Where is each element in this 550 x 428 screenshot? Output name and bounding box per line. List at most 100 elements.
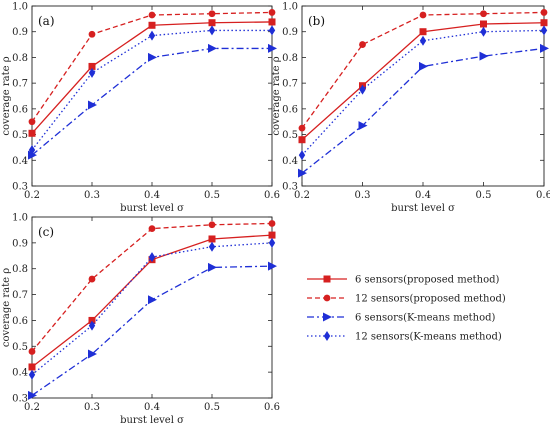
x-tick-label: 0.5 bbox=[204, 402, 220, 413]
data-point bbox=[88, 320, 96, 331]
data-point bbox=[419, 35, 427, 46]
series-4 bbox=[28, 25, 276, 155]
y-tick-label: 0.6 bbox=[12, 316, 28, 327]
data-point bbox=[268, 261, 277, 271]
data-point bbox=[148, 225, 156, 233]
legend-marker bbox=[323, 275, 331, 283]
x-tick-label: 0.6 bbox=[536, 190, 550, 201]
data-point bbox=[148, 30, 156, 41]
data-point bbox=[88, 67, 96, 78]
series-line bbox=[31, 29, 272, 151]
series-4 bbox=[28, 237, 276, 380]
data-point bbox=[88, 349, 97, 359]
legend-entry: 6 sensors(K-means method) bbox=[307, 312, 496, 324]
data-point bbox=[268, 43, 277, 53]
y-tick-label: 0.9 bbox=[12, 238, 28, 249]
data-point bbox=[298, 150, 306, 161]
data-point bbox=[208, 10, 216, 18]
y-tick-label: 0.4 bbox=[282, 156, 298, 167]
data-point bbox=[88, 100, 97, 110]
legend-marker bbox=[323, 294, 331, 302]
data-point bbox=[208, 25, 216, 36]
data-point bbox=[298, 136, 306, 144]
data-point bbox=[359, 84, 366, 95]
y-axis-label: coverage rate ρ bbox=[271, 56, 282, 135]
legend-entry: 12 sensors(K-means method) bbox=[307, 331, 502, 343]
y-tick-label: 0.6 bbox=[12, 104, 28, 115]
series-2 bbox=[298, 9, 548, 132]
data-point bbox=[540, 9, 548, 16]
data-point bbox=[28, 145, 36, 155]
panel-label: (b) bbox=[308, 14, 325, 28]
data-point bbox=[28, 118, 36, 126]
data-point bbox=[268, 25, 276, 36]
data-point bbox=[28, 129, 36, 137]
x-tick-label: 0.4 bbox=[144, 402, 160, 413]
y-tick-label: 0.3 bbox=[12, 394, 28, 405]
x-tick-label: 0.6 bbox=[264, 190, 280, 201]
legend-label: 12 sensors(proposed method) bbox=[355, 294, 506, 305]
x-axis-label: burst level σ bbox=[120, 203, 184, 214]
legend-label: 12 sensors(K-means method) bbox=[355, 332, 502, 343]
data-point bbox=[148, 21, 156, 29]
data-point bbox=[540, 43, 549, 53]
panel-label: (a) bbox=[38, 14, 55, 28]
panel-label: (c) bbox=[38, 225, 54, 239]
data-point bbox=[28, 390, 37, 400]
y-tick-label: 0.8 bbox=[12, 264, 28, 275]
legend-entry: 6 sensors(proposed method) bbox=[307, 275, 500, 286]
y-tick-label: 0.7 bbox=[282, 79, 298, 90]
x-tick-label: 0.3 bbox=[84, 402, 100, 413]
x-axis-label: burst level σ bbox=[391, 203, 455, 214]
data-point bbox=[419, 11, 427, 19]
data-point bbox=[480, 20, 487, 28]
data-point bbox=[480, 10, 487, 18]
series-4 bbox=[298, 25, 548, 161]
y-tick-label: 0.4 bbox=[12, 156, 28, 167]
data-point bbox=[208, 235, 216, 243]
y-tick-label: 0.9 bbox=[12, 27, 28, 38]
y-tick-label: 0.9 bbox=[282, 27, 298, 38]
data-point bbox=[208, 19, 216, 27]
y-tick-label: 0.5 bbox=[12, 130, 28, 141]
chart-panel-2: 0.30.40.50.60.70.80.91.00.2 0.3 0.4 0.5 0.6b… bbox=[271, 2, 550, 215]
data-point bbox=[419, 28, 427, 36]
legend-entry: 12 sensors(proposed method) bbox=[307, 294, 506, 305]
y-tick-label: 0.8 bbox=[12, 53, 28, 64]
series-line bbox=[31, 11, 273, 123]
data-point bbox=[268, 231, 276, 239]
series-2 bbox=[28, 220, 276, 355]
y-tick-label: 0.6 bbox=[282, 104, 298, 115]
x-tick-label: 0.3 bbox=[355, 190, 371, 201]
series-1 bbox=[28, 18, 276, 137]
series-2 bbox=[28, 9, 276, 126]
data-point bbox=[479, 51, 489, 61]
data-point bbox=[298, 168, 307, 178]
x-tick-label: 0.6 bbox=[264, 402, 280, 413]
data-point bbox=[148, 252, 156, 263]
series-3 bbox=[298, 43, 549, 178]
data-point bbox=[208, 241, 216, 252]
legend-marker bbox=[323, 312, 332, 322]
y-tick-label: 1.0 bbox=[12, 2, 28, 13]
data-point bbox=[148, 52, 157, 62]
y-tick-label: 0.5 bbox=[12, 342, 28, 353]
series-line bbox=[31, 222, 273, 352]
y-tick-label: 0.7 bbox=[12, 79, 28, 90]
data-point bbox=[88, 316, 96, 324]
series-3 bbox=[28, 261, 277, 400]
data-point bbox=[480, 26, 487, 37]
data-point bbox=[268, 237, 276, 248]
legend: 6 sensors(proposed method) 12 sensors(pro… bbox=[307, 275, 506, 343]
data-point bbox=[88, 30, 96, 38]
legend-marker bbox=[323, 331, 331, 341]
y-axis-label: coverage rate ρ bbox=[1, 268, 12, 347]
x-tick-label: 0.5 bbox=[476, 190, 492, 201]
x-tick-label: 0.4 bbox=[415, 190, 431, 201]
data-point bbox=[28, 369, 36, 380]
y-tick-label: 0.3 bbox=[282, 182, 298, 193]
y-tick-label: 0.5 bbox=[282, 130, 298, 141]
data-point bbox=[268, 18, 276, 26]
data-point bbox=[208, 43, 217, 53]
series-3 bbox=[28, 43, 277, 160]
